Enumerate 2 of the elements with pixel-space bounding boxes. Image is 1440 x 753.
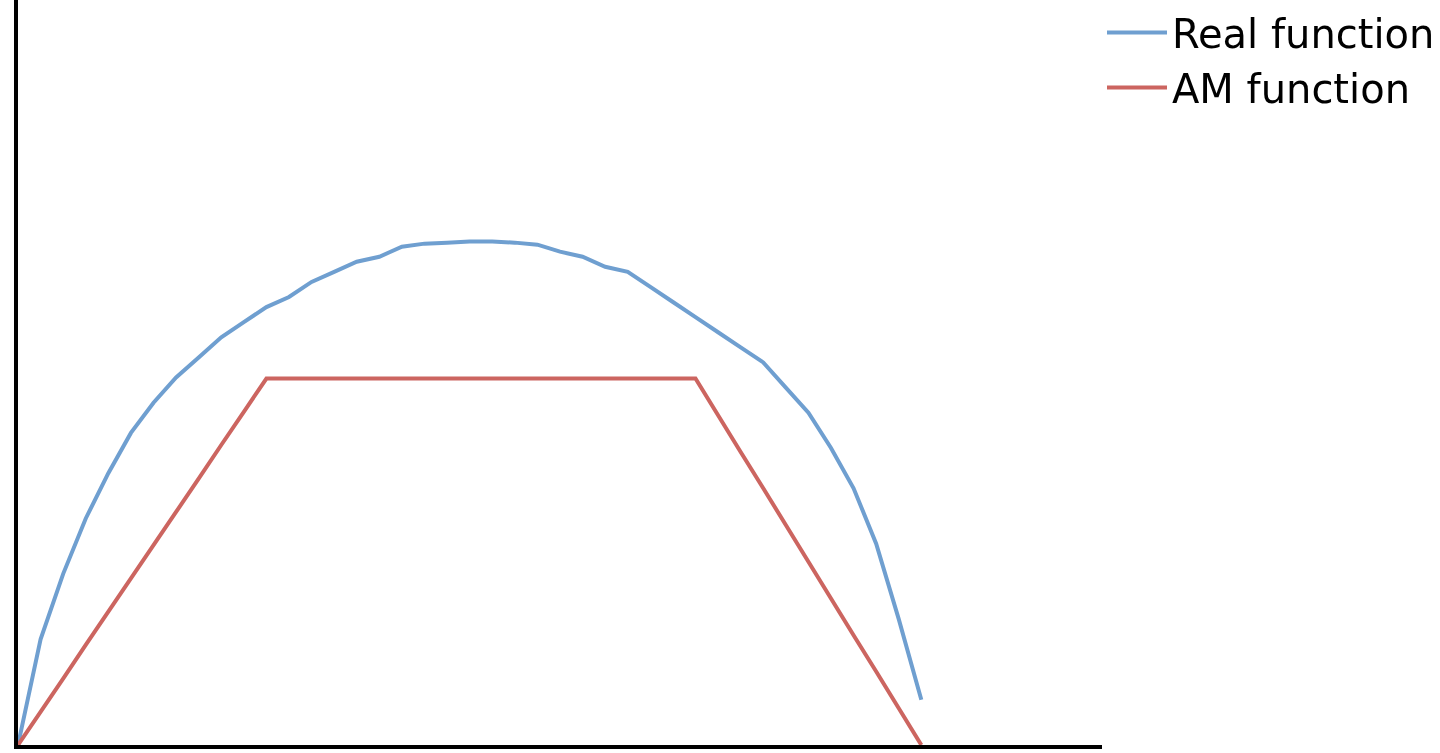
legend-label: Real function xyxy=(1172,11,1435,58)
legend-label: AM function xyxy=(1172,66,1410,113)
